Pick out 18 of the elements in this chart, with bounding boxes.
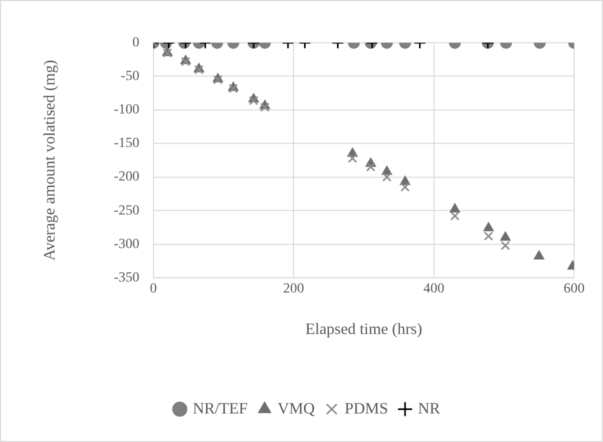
legend-label: VMQ — [278, 400, 316, 418]
legend-label: NR — [418, 400, 441, 418]
x-tick-label: 0 — [150, 282, 157, 297]
x-tick-label: 200 — [283, 282, 304, 297]
y-tick-label: -300 — [114, 236, 140, 252]
y-axis-title: Average amount volatised (mg) — [42, 60, 59, 261]
legend-label: PDMS — [344, 400, 388, 418]
y-tick-label: -150 — [114, 136, 140, 152]
y-tick-label: -250 — [114, 203, 140, 218]
x-tick-label: 400 — [423, 282, 444, 297]
x-axis-title: Elapsed time (hrs) — [305, 321, 422, 338]
y-tick-label: -350 — [114, 270, 140, 286]
legend-label: NR/TEF — [192, 400, 248, 418]
y-tick-label: -50 — [120, 69, 140, 84]
y-tick-label: 0 — [132, 35, 140, 50]
x-tick-label: 600 — [564, 282, 585, 297]
y-tick-label: -100 — [114, 102, 140, 118]
y-tick-label: -200 — [114, 170, 140, 185]
